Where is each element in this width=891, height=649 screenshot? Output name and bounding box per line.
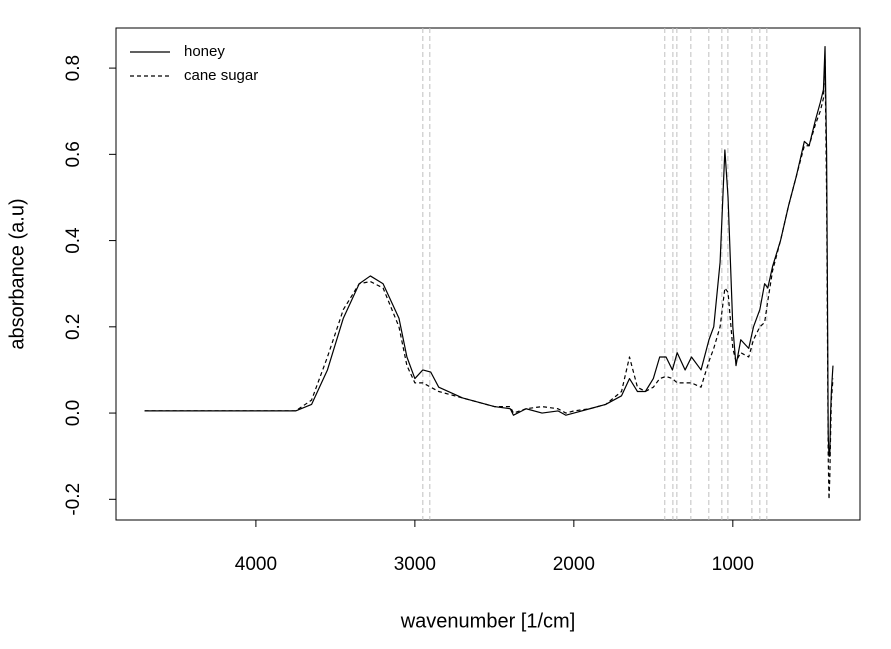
y-tick-label: 0.2	[63, 314, 84, 340]
y-tick-label: 0.4	[63, 227, 84, 254]
legend-label: cane sugar	[184, 67, 258, 84]
plot-box	[115, 27, 861, 521]
x-tick-label: 1000	[712, 554, 754, 575]
y-tick-label: 0.0	[63, 400, 84, 426]
y-tick-label: -0.2	[63, 483, 84, 516]
x-tick-label: 2000	[553, 554, 595, 575]
y-tick-label: 0.6	[63, 141, 84, 167]
x-axis-label: wavenumber [1/cm]	[400, 610, 576, 632]
x-tick-label: 3000	[394, 554, 436, 575]
legend-label: honey	[184, 43, 225, 60]
x-tick-label: 4000	[235, 554, 277, 575]
y-tick-label: 0.8	[63, 55, 84, 81]
series-line	[144, 45, 834, 457]
series-line	[144, 58, 834, 500]
y-axis-label: absorbance (a.u)	[6, 198, 28, 349]
